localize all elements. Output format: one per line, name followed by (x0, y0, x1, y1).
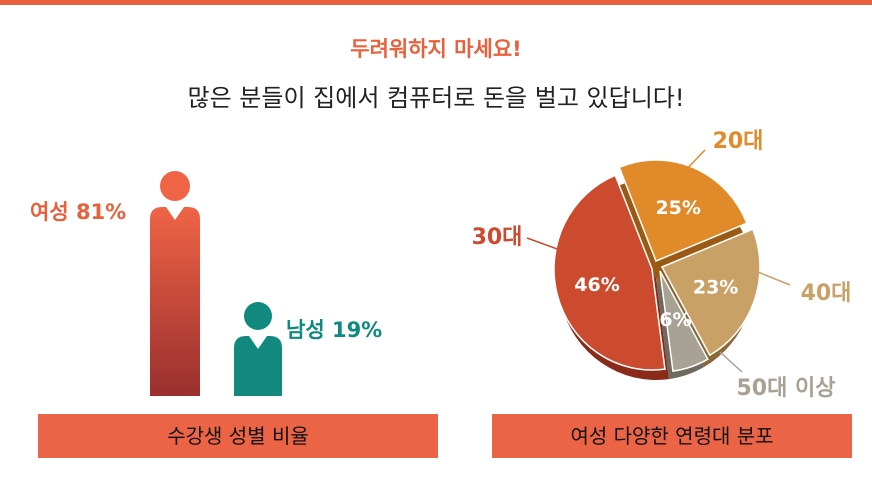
age-category-label-0: 20대 (713, 129, 764, 154)
age-leader-line-2 (719, 351, 743, 373)
headline-secondary: 많은 분들이 집에서 컴퓨터로 돈을 벌고 있답니다! (187, 84, 685, 112)
male-head-icon (244, 302, 272, 330)
female-ratio-label: 여성 81% (30, 200, 127, 224)
male-ratio-label: 남성 19% (286, 318, 383, 342)
age-slice-0 (618, 159, 748, 262)
age-chart-title: 여성 다양한 연령대 분포 (492, 414, 852, 458)
age-category-label-3: 30대 (472, 225, 523, 250)
age-slice-3 (553, 174, 666, 371)
age-leader-line-0 (679, 149, 706, 177)
gender-chart-title: 수강생 성별 비율 (38, 414, 438, 458)
age-slice-2 (659, 270, 709, 372)
age-slice-value-1: 23% (693, 276, 738, 298)
age-leader-line-1 (747, 267, 791, 286)
age-slice-value-2: 6% (659, 309, 691, 331)
female-collar-notch (166, 207, 184, 220)
age-pie-chart: 25% 23%6% 46% 20대 40대 50대 이상 30대 (472, 129, 852, 401)
age-category-label-2: 50대 이상 (737, 376, 836, 401)
female-head-icon (160, 171, 190, 201)
male-collar-notch (249, 336, 267, 349)
headline-primary: 두려워하지 마세요! (350, 37, 522, 61)
female-bar (150, 207, 200, 396)
age-slice-value-0: 25% (655, 197, 700, 219)
age-slice-value-3: 46% (574, 274, 619, 296)
top-accent-line (0, 0, 872, 5)
male-bar (234, 336, 282, 396)
age-category-label-1: 40대 (801, 281, 852, 306)
gender-chart (150, 171, 282, 396)
age-slice-1 (660, 228, 761, 357)
age-leader-line-3 (526, 237, 561, 251)
